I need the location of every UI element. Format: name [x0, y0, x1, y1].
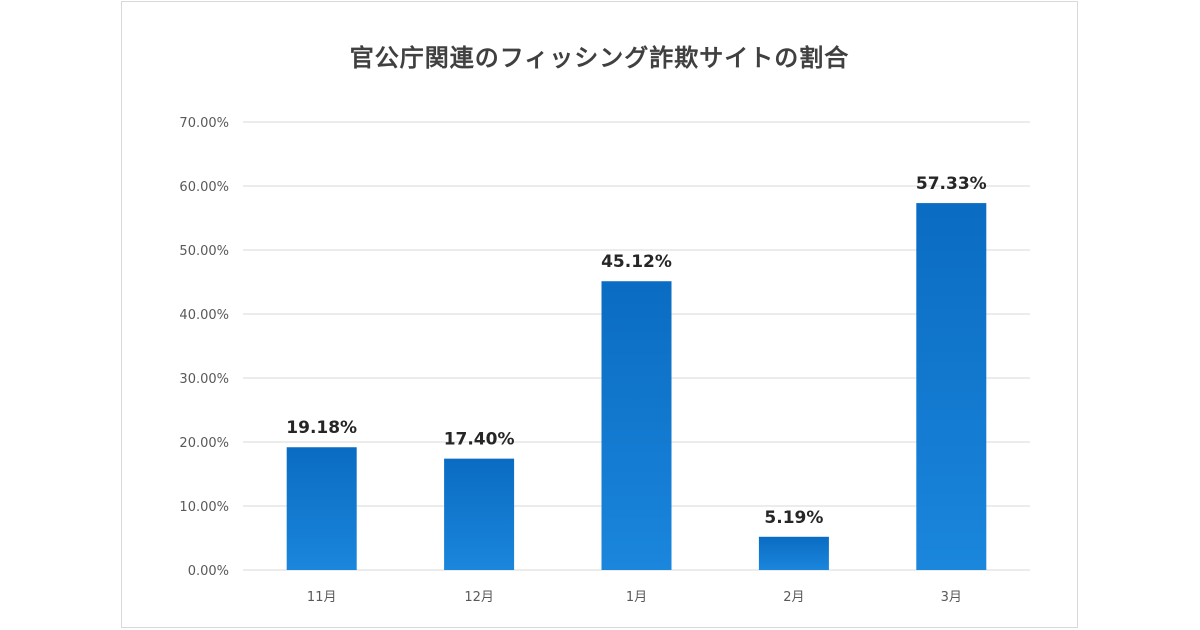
bars [286, 203, 987, 570]
bar-2 [444, 458, 515, 570]
x-tick-label: 3月 [941, 590, 962, 605]
bar-3 [601, 281, 672, 570]
data-labels: 19.18% 17.40% 45.12% 5.19% 57.33% [286, 174, 986, 528]
x-tick-label: 12月 [464, 590, 494, 605]
chart-title: 官公庁関連のフィッシング詐欺サイトの割合 [349, 44, 850, 72]
y-tick-label: 60.00% [179, 180, 229, 195]
x-tick-label: 2月 [783, 590, 804, 605]
y-axis-ticks: 0.00% 10.00% 20.00% 30.00% 40.00% 50.00% 60.00… [179, 116, 229, 579]
bar-4 [758, 536, 829, 570]
y-tick-label: 70.00% [179, 116, 229, 131]
y-tick-label: 0.00% [188, 564, 229, 579]
y-tick-label: 20.00% [179, 436, 229, 451]
data-label: 19.18% [286, 418, 357, 438]
data-label: 45.12% [601, 252, 672, 272]
y-tick-label: 30.00% [179, 372, 229, 387]
data-label: 5.19% [764, 508, 823, 528]
x-tick-label: 1月 [626, 590, 647, 605]
x-tick-label: 11月 [307, 590, 337, 605]
x-axis-ticks: 11月 12月 1月 2月 3月 [307, 590, 962, 605]
y-tick-label: 50.00% [179, 244, 229, 259]
bar-5 [916, 203, 987, 570]
bar-1 [286, 447, 357, 570]
data-label: 17.40% [444, 430, 515, 450]
y-tick-label: 40.00% [179, 308, 229, 323]
y-tick-label: 10.00% [179, 500, 229, 515]
data-label: 57.33% [916, 174, 987, 194]
